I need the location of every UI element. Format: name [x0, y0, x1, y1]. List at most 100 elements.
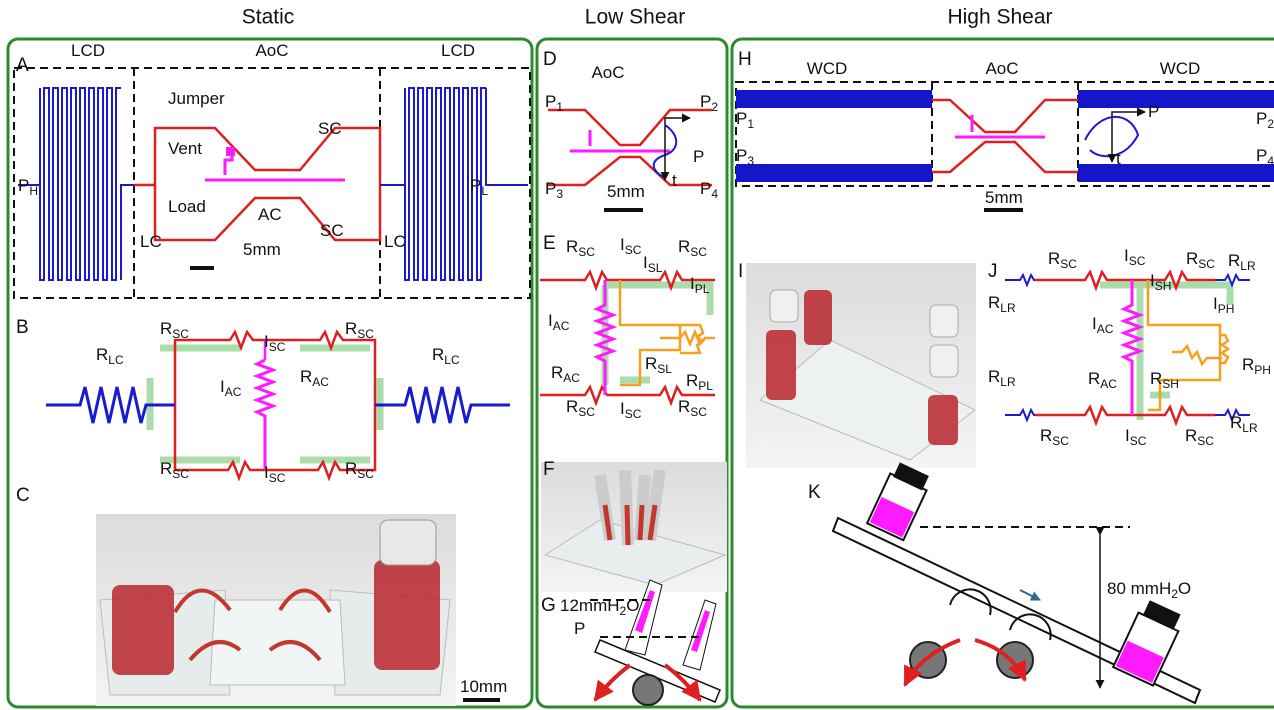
label: RSC: [566, 237, 595, 259]
label: AoC: [255, 41, 288, 60]
label: ISH: [1150, 271, 1171, 293]
panel-letter: F: [543, 459, 555, 480]
label-main: LC: [384, 232, 406, 251]
column-header: Low Shear: [585, 6, 685, 29]
label-main: R: [1088, 369, 1100, 388]
label-main: R: [1228, 251, 1240, 270]
label-sub: 3: [747, 154, 754, 168]
label: 5mm: [985, 188, 1023, 207]
label-main: I: [548, 311, 553, 330]
label-sub: SH: [1155, 279, 1172, 293]
label-sub: AC: [225, 385, 242, 399]
label: LC: [384, 232, 406, 251]
label-main: R: [1242, 355, 1254, 374]
label-main: I: [1213, 294, 1218, 313]
label-sub: SC: [1060, 257, 1077, 271]
label-main: Load: [168, 197, 206, 216]
label-end: O: [1178, 579, 1191, 598]
label: ISC: [264, 332, 286, 354]
panel-i-photo: [746, 263, 976, 468]
label: P4: [1256, 146, 1274, 168]
label-sub: SC: [357, 327, 374, 341]
label: AoC: [985, 59, 1018, 78]
label-main: LCD: [71, 41, 105, 60]
label-main: 12mmH: [560, 596, 620, 615]
label-sub: SC: [357, 467, 374, 481]
label-sub: SC: [578, 405, 595, 419]
label: 5mm: [607, 182, 645, 201]
label: RSC: [345, 459, 374, 481]
label: ISC: [1124, 246, 1146, 268]
label-main: 10mm: [460, 677, 507, 696]
label-main: Vent: [168, 139, 202, 158]
column-header: Static: [242, 6, 295, 29]
panel-c-photo: [96, 514, 500, 706]
label-sub: SC: [1130, 434, 1147, 448]
label-sub: AC: [1100, 377, 1117, 391]
label: RLC: [96, 345, 124, 367]
label-sub: SC: [269, 340, 286, 354]
label: RSC: [160, 459, 189, 481]
label-sub: 4: [711, 187, 718, 201]
label-main: 5mm: [243, 240, 281, 259]
label-main: R: [96, 345, 108, 364]
label: Jumper: [168, 89, 225, 108]
label-main: I: [620, 235, 625, 254]
label: P3: [736, 146, 754, 168]
label: Vent: [168, 139, 202, 158]
label: P2: [1256, 109, 1274, 131]
label: RAC: [551, 363, 580, 385]
label-main: Jumper: [168, 89, 225, 108]
label: RLR: [1230, 413, 1258, 435]
label-sub: 4: [1267, 154, 1274, 168]
label: IAC: [548, 311, 570, 333]
label-sub: SC: [690, 245, 707, 259]
label: RLR: [1228, 251, 1256, 273]
label-sub: LR: [1000, 301, 1016, 315]
label: P3: [545, 179, 563, 201]
label-main: 80 mmH: [1107, 579, 1171, 598]
label-sub: SL: [657, 362, 672, 376]
label: P4: [700, 179, 718, 201]
label-main: P: [1256, 146, 1267, 165]
label-main: I: [264, 463, 269, 482]
label-main: R: [678, 237, 690, 256]
label-main: P: [545, 179, 556, 198]
label-main: R: [566, 397, 578, 416]
label-sub: AC: [312, 375, 329, 389]
label-main: AoC: [985, 59, 1018, 78]
label-sub: 2: [711, 100, 718, 114]
label-sub: LR: [1240, 259, 1256, 273]
label: RSC: [160, 319, 189, 341]
label: 10mm: [460, 677, 507, 696]
label-main: I: [220, 377, 225, 396]
panel-h-drawing: [735, 81, 1274, 212]
label-sub: AC: [553, 319, 570, 333]
label: P: [1148, 102, 1159, 121]
label: SC: [318, 119, 342, 138]
panel-letter: B: [16, 317, 29, 338]
label-main: P: [693, 147, 704, 166]
label: 12mmH2O: [560, 596, 639, 618]
label-main: I: [620, 399, 625, 418]
label-main: R: [988, 293, 1000, 312]
label: P1: [545, 92, 563, 114]
label-main: t: [1116, 149, 1121, 168]
label: RPH: [1242, 355, 1271, 377]
panel-letter: E: [543, 233, 556, 254]
label: ISC: [620, 399, 642, 421]
label-main: SC: [318, 119, 342, 138]
label-main: P: [470, 176, 481, 195]
label: LCD: [71, 41, 105, 60]
label: RSC: [1048, 249, 1077, 271]
panel-d-drawing: [548, 108, 712, 212]
label-main: I: [1125, 426, 1130, 445]
label-sub: SC: [625, 243, 642, 257]
label-main: I: [690, 274, 695, 293]
panel-letter: H: [738, 49, 752, 70]
serpentine-left: [39, 87, 121, 281]
label-sub: SC: [625, 407, 642, 421]
panel-letter: A: [16, 55, 29, 76]
label-main: P: [700, 179, 711, 198]
